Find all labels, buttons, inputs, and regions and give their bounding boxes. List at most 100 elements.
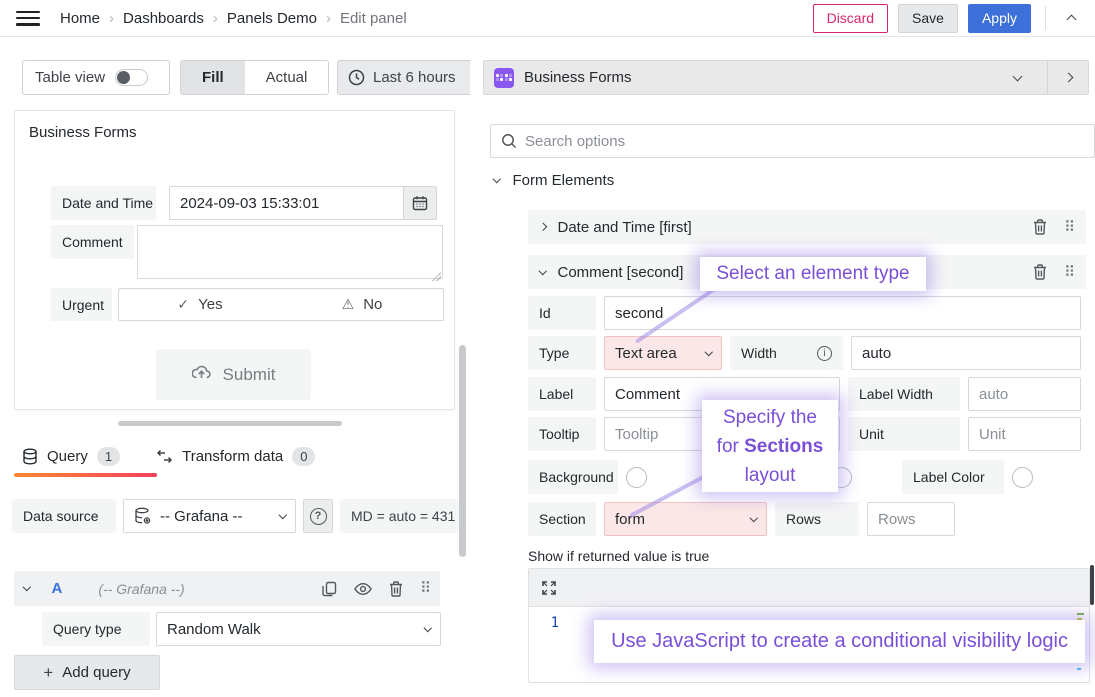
label-width-label: Label Width [848, 377, 960, 411]
colors-row: Background Label Color [528, 460, 1081, 494]
line-number: 1 [550, 615, 559, 631]
type-select[interactable]: Text area [604, 336, 722, 370]
table-view-toggle[interactable] [115, 69, 149, 86]
urgent-radio-group: ✓ Yes ⚠ No [118, 288, 444, 321]
expand-editor-button[interactable] [541, 580, 557, 596]
datasource-value: -- Grafana -- [160, 507, 243, 525]
datasource-select[interactable]: -- Grafana -- [123, 499, 296, 533]
form-elements-section[interactable]: Form Elements [492, 172, 614, 189]
options-search [490, 124, 1095, 158]
transform-icon [157, 449, 173, 464]
trash-icon [1034, 219, 1046, 235]
annotation-sections-layout: Specify the for Sections layout [702, 400, 838, 492]
save-button[interactable]: Save [898, 3, 958, 33]
right-pane-scrollbar[interactable] [1090, 565, 1094, 605]
section-value: form [615, 510, 645, 528]
search-options-input[interactable] [525, 132, 1084, 150]
panel-options-dropdown[interactable]: Business Forms [484, 61, 1047, 94]
datasource-help-button[interactable]: ? [303, 499, 333, 533]
query-tab-label: Query [47, 448, 88, 465]
breadcrumb-home[interactable]: Home [60, 9, 101, 27]
next-pane-button[interactable] [1047, 61, 1088, 94]
calendar-button[interactable] [404, 186, 437, 220]
delete-element-button[interactable] [1033, 264, 1047, 280]
clock-icon [348, 69, 365, 86]
add-query-button[interactable]: + Add query [14, 655, 160, 690]
id-input[interactable] [604, 296, 1081, 330]
unit-input[interactable] [968, 417, 1081, 451]
datasource-row: Data source -- Grafana -- ? MD = auto = … [12, 499, 459, 533]
label-color-picker[interactable] [1012, 466, 1033, 488]
code-editor-toolbar [529, 569, 1089, 607]
comment-label: Comment [51, 225, 134, 259]
info-icon[interactable]: i [817, 345, 832, 361]
unit-label: Unit [848, 417, 960, 451]
breadcrumb-separator: › [109, 9, 115, 27]
delete-query-button[interactable] [389, 580, 403, 597]
submit-button[interactable]: Submit [156, 349, 311, 400]
query-type-value: Random Walk [167, 620, 261, 638]
width-label-box: Width i [730, 336, 843, 370]
breadcrumb-dashboards[interactable]: Dashboards [123, 9, 204, 27]
annotation-line: Specify the [723, 406, 817, 428]
discard-button[interactable]: Discard [812, 3, 889, 33]
rows-input[interactable] [867, 502, 955, 536]
tab-query[interactable]: Query 1 [22, 447, 121, 466]
submit-label: Submit [222, 364, 276, 384]
collapse-query-icon[interactable] [22, 583, 31, 591]
query-refid: A [51, 580, 63, 597]
drag-element-handle[interactable]: ⠿ [1064, 263, 1075, 281]
pane-resize-handle[interactable] [118, 421, 342, 426]
element-row-first[interactable]: Date and Time [first] ⠿ [528, 210, 1086, 244]
query-type-select[interactable]: Random Walk [156, 612, 441, 646]
calendar-icon [412, 196, 428, 211]
resize-grip[interactable] [432, 272, 441, 281]
query-type-label: Query type [42, 612, 150, 646]
expand-icon [542, 580, 556, 595]
collapse-header-button[interactable] [1060, 6, 1083, 31]
query-type-row: Query type Random Walk [42, 612, 441, 646]
yes-label: Yes [198, 296, 223, 313]
add-query-label: Add query [62, 664, 131, 681]
drag-element-handle[interactable]: ⠿ [1064, 218, 1075, 236]
drag-query-handle[interactable]: ⠿ [420, 580, 431, 597]
business-forms-plugin-icon [494, 67, 514, 88]
width-input[interactable] [851, 336, 1081, 370]
date-time-input[interactable] [169, 186, 404, 220]
menu-icon[interactable] [16, 10, 40, 26]
panel-options-header: Business Forms [483, 60, 1089, 95]
table-view-control: Table view [22, 60, 170, 95]
time-range-label: Last 6 hours [373, 69, 456, 86]
fill-option[interactable]: Fill [181, 61, 245, 94]
query-options-info[interactable]: MD = auto = 431 [340, 499, 459, 533]
delete-element-button[interactable] [1033, 219, 1047, 235]
duplicate-query-button[interactable] [322, 581, 337, 597]
breadcrumb: Home › Dashboards › Panels Demo › Edit p… [60, 10, 407, 27]
annotation-select-element-type: Select an element type [700, 257, 926, 291]
warning-icon: ⚠ [341, 296, 355, 312]
chevron-right-icon [538, 223, 547, 231]
section-select[interactable]: form [604, 502, 767, 536]
comment-textarea[interactable] [137, 225, 443, 279]
label-width-input[interactable] [968, 377, 1081, 411]
toggle-knob [117, 71, 131, 84]
edit-toolbar: Table view Fill Actual Last 6 hours [0, 37, 470, 105]
urgent-yes-option[interactable]: ✓ Yes [119, 289, 281, 320]
trash-icon [1034, 264, 1046, 280]
breadcrumb-panels-demo[interactable]: Panels Demo [226, 9, 317, 27]
question-icon: ? [309, 507, 327, 525]
toggle-query-visibility-button[interactable] [354, 582, 372, 596]
left-pane-scrollbar[interactable] [459, 345, 466, 557]
time-range-picker[interactable]: Last 6 hours [337, 60, 470, 95]
breadcrumb-separator: › [212, 9, 218, 27]
query-row-header[interactable]: A (-- Grafana --) ⠿ [14, 571, 440, 606]
apply-button[interactable]: Apply [967, 3, 1031, 33]
annotation-text: Use JavaScript to create a conditional v… [611, 630, 1068, 652]
background-color-picker[interactable] [626, 466, 647, 488]
tab-transform-data[interactable]: Transform data 0 [156, 447, 316, 466]
query-count-badge: 1 [96, 447, 121, 466]
panel-preview: Business Forms Date and Time Comment Urg… [14, 110, 455, 410]
urgent-no-option[interactable]: ⚠ No [281, 289, 443, 320]
width-label: Width [741, 345, 777, 361]
actual-option[interactable]: Actual [244, 61, 329, 94]
